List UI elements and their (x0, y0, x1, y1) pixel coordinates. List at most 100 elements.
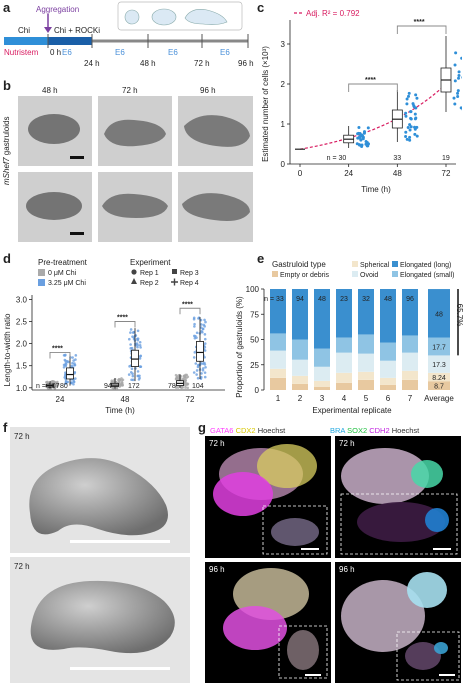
e-bar-segment (402, 379, 418, 390)
d-data-point (201, 327, 205, 331)
d-data-point (203, 318, 206, 322)
e-bar-segment (380, 377, 396, 385)
d-x-tick-label: 48 (121, 395, 130, 404)
cells-hoechst (341, 580, 425, 652)
e-bar-segment (314, 289, 330, 349)
d-data-point (129, 343, 132, 346)
d-data-point (174, 373, 178, 377)
d-data-point (138, 374, 141, 378)
c-data-point (366, 144, 370, 148)
d-data-point (136, 343, 139, 347)
c-n-label: n = 30 (327, 155, 347, 162)
legend-325uM: 3.25 μM Chi (48, 280, 86, 287)
e-bar-segment (380, 342, 396, 361)
d-data-point (138, 343, 142, 347)
inset-frame (262, 505, 328, 555)
e-bar-segment (270, 333, 286, 351)
scalebar-1 (70, 156, 84, 159)
c-x-tick-label: 72 (442, 169, 451, 178)
d-data-point (64, 361, 68, 365)
d-data-point (203, 325, 206, 328)
d-n-label: 80 (60, 383, 68, 390)
c-data-point (404, 114, 408, 118)
d-data-point (203, 337, 207, 341)
d-data-point (118, 385, 122, 388)
rep2-marker-icon (131, 278, 137, 284)
time-24h: 24 h (84, 59, 100, 68)
e-bar-segment (314, 380, 330, 387)
c-significance-bracket (348, 83, 398, 92)
c-data-point (409, 116, 413, 120)
d-data-point (56, 382, 59, 386)
d-x-tick-label: 24 (56, 395, 65, 404)
d-box (131, 349, 139, 367)
marker-cdh2: CDH2 (369, 426, 390, 435)
d-n-label: 94 (104, 383, 112, 390)
d-data-point (131, 372, 134, 376)
e-x-tick-label: 2 (298, 394, 303, 403)
f-time-1: 72 h (14, 432, 30, 441)
gastruloid-96h-2 (182, 193, 250, 221)
aggregation-arrowhead (44, 27, 52, 33)
cells-gata6 (223, 606, 287, 650)
g-time-1: 72 h (209, 439, 225, 448)
d-data-point (136, 329, 140, 333)
d-data-point (138, 357, 142, 360)
e-bar-segment (428, 372, 450, 382)
d-data-point (130, 378, 133, 382)
d-data-point (138, 376, 141, 380)
d-data-point (193, 322, 196, 326)
e6-label-1: E6 (62, 48, 72, 57)
cells-bra-sox2 (407, 572, 447, 608)
d-data-point (64, 371, 67, 374)
d-data-point (192, 316, 196, 320)
c-data-point (357, 143, 361, 147)
gastruloid-96h-1 (184, 115, 250, 147)
shape-inset-frame (117, 1, 243, 31)
e-bar-segment (402, 370, 418, 380)
c-fit-legend: Adj. R² = 0.792 (306, 9, 360, 18)
panel-e-label: e (257, 251, 265, 266)
e-bar-segment (336, 337, 352, 353)
d-data-point (174, 386, 178, 389)
marker-cdx2: CDX2 (235, 426, 256, 435)
c-data-point (359, 138, 363, 142)
d-data-point (72, 380, 76, 383)
e-y-tick-label: 75 (250, 310, 259, 319)
c-data-point (409, 110, 413, 114)
c-data-point (405, 97, 409, 101)
d-data-point (203, 342, 207, 345)
d-data-point (192, 334, 196, 338)
panel-a-label: a (3, 0, 11, 15)
e-n-label: 48 (384, 296, 392, 303)
d-ylabel: Length-to-width ratio (3, 313, 12, 386)
c-data-point (406, 126, 410, 130)
d-data-point (185, 382, 189, 385)
e-bar-segment (270, 368, 286, 378)
c-data-point (404, 130, 408, 134)
marker-hoechst-right: Hoechst (391, 426, 420, 435)
d-data-point (195, 369, 199, 372)
d-data-point (66, 360, 70, 364)
e-y-tick-label: 25 (250, 361, 259, 370)
d-data-point (127, 337, 131, 341)
e-n-label: 23 (340, 296, 348, 303)
marker-gata6: GATA6 (210, 426, 234, 435)
marker-sox2: SOX2 (347, 426, 368, 435)
gastruloid-72h-1 (104, 119, 166, 147)
c-data-point (454, 51, 458, 55)
chi-rocki-label: Chi + ROCKi (54, 26, 100, 35)
d-data-point (194, 362, 198, 365)
d-data-point (139, 354, 143, 358)
e-bar-segment (380, 289, 396, 343)
d-n-label: 104 (192, 383, 204, 390)
e-bar-segment (270, 289, 286, 334)
c-data-point (407, 94, 411, 98)
e-bar-segment (336, 352, 352, 373)
d-significance-bracket (179, 307, 201, 315)
panel-b-ylabel: mShef7 gastruloids (2, 117, 14, 186)
g-time-4: 96 h (339, 565, 355, 574)
marker-hoechst-left: Hoechst (257, 426, 286, 435)
c-data-point (404, 111, 408, 115)
d-experiment-title: Experiment (130, 258, 171, 267)
